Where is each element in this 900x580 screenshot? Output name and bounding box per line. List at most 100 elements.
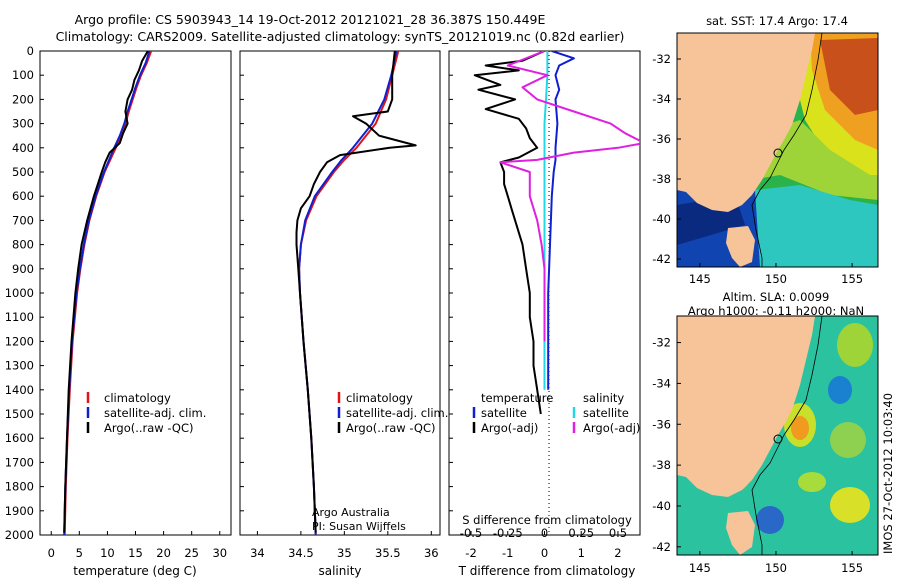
temperature-panel: 0100200300400500600700800900100011001200… bbox=[5, 44, 232, 578]
difference-lines bbox=[473, 51, 640, 415]
x-tick-label: 2 bbox=[614, 546, 621, 560]
map-y-tick-label: -40 bbox=[652, 212, 671, 226]
x-tick-label: 25 bbox=[184, 546, 199, 560]
legend-label-satellite: satellite-adj. clim. bbox=[104, 406, 206, 420]
legend-label-argo: Argo(..raw -QC) bbox=[346, 421, 436, 435]
x-tick-label: 34.5 bbox=[288, 546, 314, 560]
salinity-y-ticks bbox=[240, 50, 244, 536]
sla-tasmania bbox=[726, 511, 755, 555]
legend-title-temperature: temperature bbox=[481, 391, 553, 405]
difference-y-ticks bbox=[449, 50, 453, 536]
legend-title-salinity: salinity bbox=[583, 391, 624, 405]
x2-tick-label: 0.5 bbox=[609, 526, 627, 540]
series-line-temperature-argo-adj- bbox=[473, 51, 545, 415]
map-y-tick-label: -36 bbox=[652, 132, 671, 146]
map-y-tick-label: -34 bbox=[652, 92, 671, 106]
map-x-tick-label: 155 bbox=[841, 272, 863, 286]
x-tick-label: 35 bbox=[337, 546, 352, 560]
depth-tick-label: 1200 bbox=[5, 334, 34, 348]
sla-map-title-1: Altim. SLA: 0.0099 bbox=[723, 290, 830, 304]
salinity-legend: climatology satellite-adj. clim. Argo(..… bbox=[337, 391, 448, 435]
depth-tick-label: 1500 bbox=[5, 407, 34, 421]
depth-tick-label: 100 bbox=[12, 68, 34, 82]
sla-anomaly-4 bbox=[830, 422, 866, 458]
temperature-x-axis: 0 5 10 15 20 25 30 bbox=[48, 531, 227, 560]
legend-label-sal-satellite: satellite bbox=[583, 406, 629, 420]
difference-panel: -2 -1 0 1 2 -0.5 -0.25 0 0.25 0.5 T difference f… bbox=[448, 50, 641, 578]
depth-tick-label: 2000 bbox=[5, 528, 34, 542]
depth-axis: 0 100 200 300 400 500 600 700 800 900 1000 1100 1200… bbox=[5, 44, 44, 542]
map-y-tick-label: -38 bbox=[652, 172, 671, 186]
depth-tick-label: 0 bbox=[27, 44, 34, 58]
depth-tick-label: 1000 bbox=[5, 286, 34, 300]
x2-tick-label: 0 bbox=[541, 526, 548, 540]
sla-anomaly-7 bbox=[798, 472, 826, 492]
sla-map-title-2: Argo h1000: -0.11 h2000: NaN bbox=[688, 304, 864, 318]
sla-anomaly-1 bbox=[837, 323, 873, 367]
salinity-lines bbox=[295, 51, 417, 535]
sst-warm-core bbox=[820, 38, 878, 115]
map-x-tick-label: 145 bbox=[689, 561, 711, 575]
header-line1: Argo profile: CS 5903943_14 19-Oct-2012 … bbox=[75, 12, 546, 27]
x-tick-label: 30 bbox=[212, 546, 227, 560]
header-line2: Climatology: CARS2009. Satellite-adjuste… bbox=[56, 29, 625, 44]
sla-anomaly-5 bbox=[828, 376, 852, 404]
map-y-tick-label: -34 bbox=[652, 376, 671, 390]
sla-map: Altim. SLA: 0.0099 Argo h1000: -0.11 h20… bbox=[652, 290, 879, 575]
legend-label-satellite: satellite-adj. clim. bbox=[346, 406, 448, 420]
sla-map-frame bbox=[676, 315, 879, 556]
map-x-tick-label: 145 bbox=[689, 272, 711, 286]
sla-anomaly-3 bbox=[791, 416, 809, 440]
map-y-tick-label: -42 bbox=[652, 252, 671, 266]
difference-x-axis: -2 -1 0 1 2 bbox=[465, 531, 622, 560]
sla-anomaly-6 bbox=[830, 487, 870, 523]
salinity-xlabel: salinity bbox=[318, 564, 361, 578]
series-line-argo-raw-qc- bbox=[295, 51, 417, 533]
map-y-tick-label: -32 bbox=[652, 52, 671, 66]
depth-tick-label: 1400 bbox=[5, 383, 34, 397]
depth-tick-label: 1100 bbox=[5, 310, 34, 324]
x-tick-label: 20 bbox=[156, 546, 171, 560]
x-tick-label: 1 bbox=[578, 546, 585, 560]
sst-cyan-band bbox=[755, 185, 878, 267]
difference-xlabel: T difference from climatology bbox=[458, 564, 636, 578]
x-tick-label: 15 bbox=[128, 546, 143, 560]
sla-anomaly-8 bbox=[756, 506, 784, 534]
x-tick-label: -1 bbox=[502, 546, 513, 560]
x-tick-label: 0 bbox=[48, 546, 55, 560]
x2-tick-label: 0.25 bbox=[568, 526, 594, 540]
legend-label-climatology: climatology bbox=[104, 391, 171, 405]
salinity-diff-axis: -0.5 -0.25 0 0.25 0.5 bbox=[460, 526, 627, 540]
map-x-tick-label: 150 bbox=[765, 272, 787, 286]
x-tick-label: 0 bbox=[541, 546, 548, 560]
map-y-tick-label: -42 bbox=[652, 540, 671, 554]
temperature-axes-box bbox=[39, 50, 232, 536]
series-line-temperature-satellite bbox=[547, 51, 575, 390]
salinity-panel: 34 34.5 35 35.5 36 salinity climatology sate… bbox=[239, 50, 448, 578]
depth-tick-label: 1800 bbox=[5, 480, 34, 494]
sla-argo-marker bbox=[773, 434, 783, 444]
x-tick-label: 34 bbox=[250, 546, 265, 560]
map-y-tick-label: -40 bbox=[652, 499, 671, 513]
x-tick-label: 35.5 bbox=[375, 546, 401, 560]
depth-tick-label: 1900 bbox=[5, 504, 34, 518]
sst-map: sat. SST: 17.4 Argo: 17.4 145 150 155 -32 -3… bbox=[652, 14, 879, 286]
depth-tick-label: 1700 bbox=[5, 455, 34, 469]
sla-land bbox=[677, 316, 815, 497]
legend-label-temp-satellite: satellite bbox=[481, 406, 527, 420]
sst-argo-marker bbox=[773, 148, 783, 158]
depth-tick-label: 1600 bbox=[5, 431, 34, 445]
difference-legend: temperature salinity satellite Argo(-adj… bbox=[472, 391, 640, 435]
sla-map-ticks: 145 150 155 -32 -34 -36 -38 -40 -42 bbox=[652, 336, 863, 575]
annotation-pi: PI: Susan Wijffels bbox=[312, 520, 406, 533]
annotation-argo-australia: Argo Australia bbox=[312, 506, 390, 519]
depth-tick-label: 800 bbox=[12, 238, 34, 252]
depth-tick-label: 500 bbox=[12, 165, 34, 179]
salinity-x-axis: 34 34.5 35 35.5 36 bbox=[250, 531, 439, 560]
map-y-tick-label: -38 bbox=[652, 458, 671, 472]
legend-label-temp-argo: Argo(-adj) bbox=[481, 421, 538, 435]
depth-tick-label: 1300 bbox=[5, 359, 34, 373]
legend-label-climatology: climatology bbox=[346, 391, 413, 405]
sst-map-title: sat. SST: 17.4 Argo: 17.4 bbox=[706, 14, 848, 28]
